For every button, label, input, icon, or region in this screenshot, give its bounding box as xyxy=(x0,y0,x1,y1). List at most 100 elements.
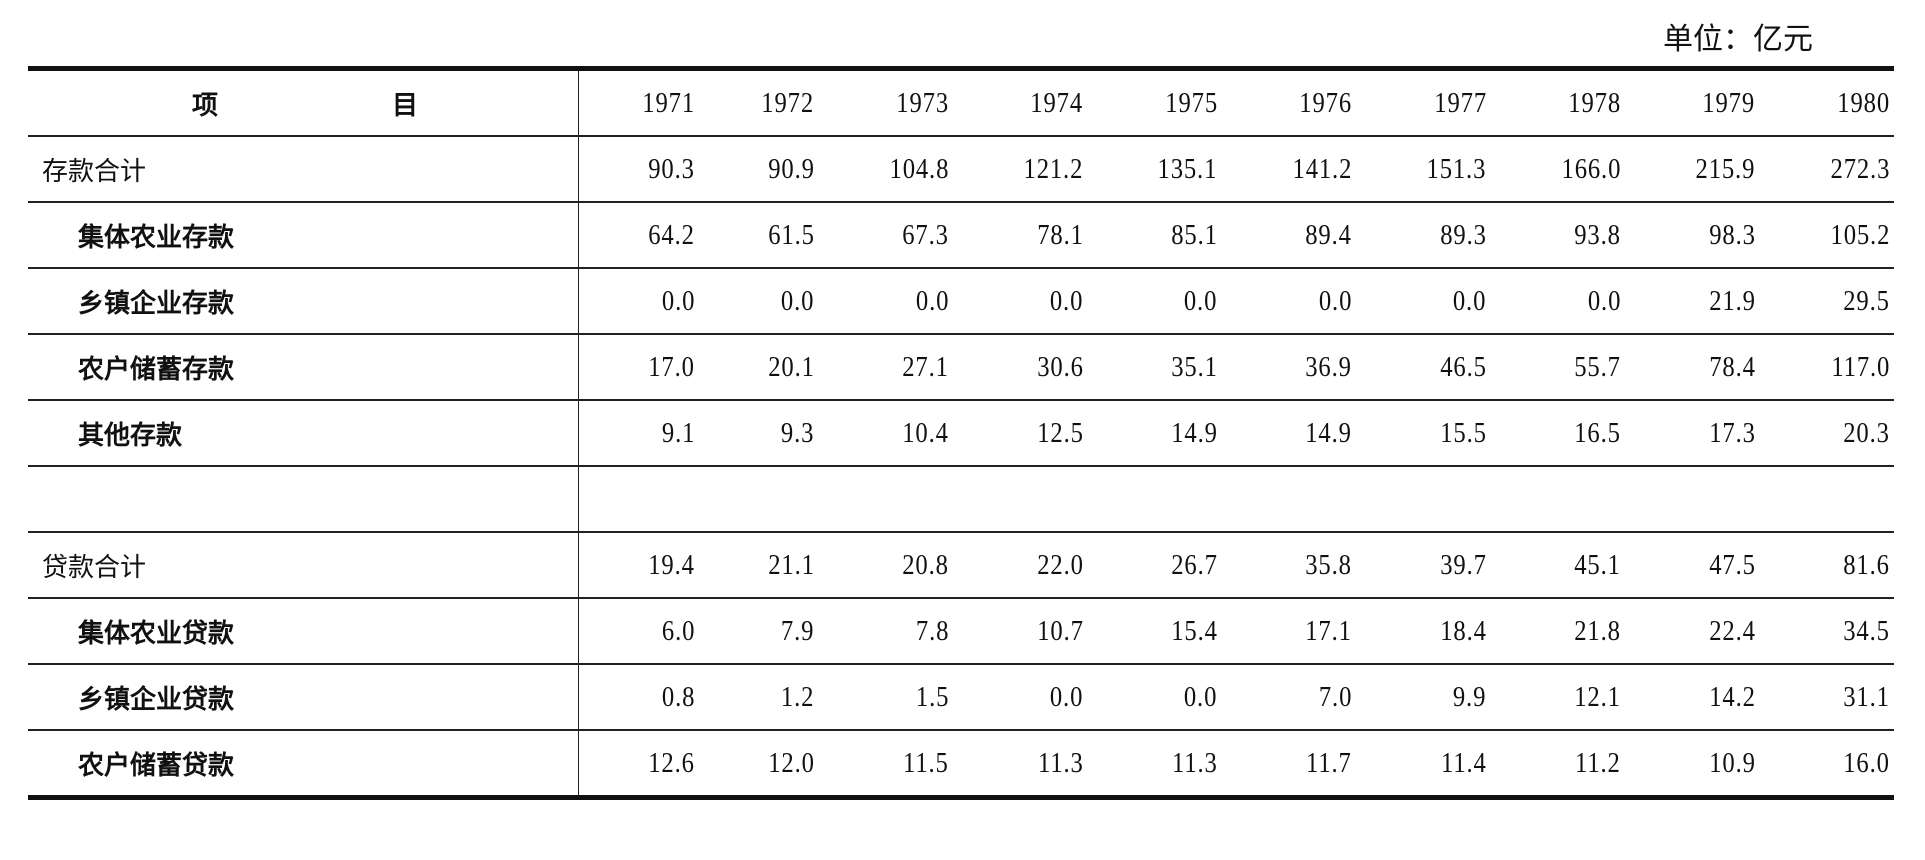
table-cell: 1.2 xyxy=(698,664,819,731)
table-cell: 16.5 xyxy=(1490,400,1626,467)
table-cell: 11.2 xyxy=(1575,746,1622,779)
year-header: 1978 xyxy=(1490,68,1626,137)
table-cell: 18.4 xyxy=(1356,598,1491,665)
table-cell: 29.5 xyxy=(1759,268,1894,335)
table-row: 存款合计 90.3 90.9 104.8 121.2 135.1 141.2 151.3 166… xyxy=(28,136,1894,203)
table-cell: 22.4 xyxy=(1625,598,1760,665)
table-cell: 11.3 xyxy=(1172,746,1218,779)
table-cell: 0.0 xyxy=(1087,268,1222,335)
table-cell: 35.1 xyxy=(1087,334,1222,401)
table-cell: 89.4 xyxy=(1221,202,1357,269)
table-cell: 0.0 xyxy=(1356,268,1491,335)
row-label: 乡镇企业贷款 xyxy=(28,664,579,731)
table-cell xyxy=(578,466,699,533)
table-row xyxy=(28,466,1894,533)
table-cell: 215.9 xyxy=(1625,136,1760,203)
table-cell: 0.0 xyxy=(1087,664,1222,731)
table-cell: 47.5 xyxy=(1625,532,1760,599)
table-cell: 12.5 xyxy=(952,400,1088,467)
table-cell: 0.0 xyxy=(1221,268,1357,335)
table-cell: 10.7 xyxy=(952,598,1088,665)
table-cell: 15.5 xyxy=(1356,400,1491,467)
table-row: 集体农业贷款 6.0 7.9 7.8 10.7 15.4 17.1 18.4 21.8 22.4 3… xyxy=(28,598,1894,665)
table-cell: 89.3 xyxy=(1356,202,1491,269)
table-row: 乡镇企业贷款 0.8 1.2 1.5 0.0 0.0 7.0 9.9 12.1 14.2 31.1 xyxy=(28,664,1894,731)
table-cell: 12.1 xyxy=(1490,664,1626,731)
table-cell: 6.0 xyxy=(578,598,699,665)
table-cell xyxy=(818,466,953,533)
item-header-char: 项 xyxy=(192,90,219,121)
table-cell: 151.3 xyxy=(1356,136,1491,203)
row-label: 集体农业贷款 xyxy=(28,598,579,665)
table-cell: 166.0 xyxy=(1490,136,1626,203)
table-cell: 78.1 xyxy=(952,202,1088,269)
table-cell: 11.5 xyxy=(903,746,949,779)
row-label: 其他存款 xyxy=(28,400,579,467)
table-cell: 81.6 xyxy=(1759,532,1894,599)
table-cell: 31.1 xyxy=(1759,664,1894,731)
item-header-char: 目 xyxy=(391,90,418,121)
table-cell: 22.0 xyxy=(952,532,1088,599)
row-label: 乡镇企业存款 xyxy=(28,268,579,335)
table-cell: 7.0 xyxy=(1221,664,1357,731)
table-cell: 21.8 xyxy=(1490,598,1626,665)
table-cell: 61.5 xyxy=(698,202,819,269)
year-header: 1974 xyxy=(952,68,1088,137)
table-cell: 35.8 xyxy=(1221,532,1357,599)
table-cell: 272.3 xyxy=(1759,136,1894,203)
row-label: 农户储蓄贷款 xyxy=(28,730,579,798)
table-cell: 135.1 xyxy=(1087,136,1222,203)
table-cell: 12.6 xyxy=(648,746,695,779)
row-label: 存款合计 xyxy=(28,136,579,203)
table-row: 农户储蓄存款 17.0 20.1 27.1 30.6 35.1 36.9 46.5 55.7 78… xyxy=(28,334,1894,401)
year-header: 1971 xyxy=(578,68,699,137)
year-header: 1976 xyxy=(1221,68,1357,137)
table-cell: 45.1 xyxy=(1490,532,1626,599)
table-cell: 27.1 xyxy=(818,334,953,401)
table-cell: 30.6 xyxy=(952,334,1088,401)
table-cell: 0.0 xyxy=(578,268,699,335)
table-cell: 20.3 xyxy=(1759,400,1894,467)
table-cell: 10.4 xyxy=(818,400,953,467)
table-cell: 141.2 xyxy=(1221,136,1357,203)
table-cell: 121.2 xyxy=(952,136,1088,203)
table-cell: 105.2 xyxy=(1759,202,1894,269)
table-cell: 9.9 xyxy=(1356,664,1491,731)
table-cell: 14.9 xyxy=(1087,400,1222,467)
table-cell: 0.0 xyxy=(952,268,1088,335)
table-cell: 39.7 xyxy=(1356,532,1491,599)
table-cell: 7.8 xyxy=(818,598,953,665)
table-cell: 67.3 xyxy=(818,202,953,269)
table-cell: 15.4 xyxy=(1087,598,1222,665)
row-label: 贷款合计 xyxy=(28,532,579,599)
table-cell: 1.5 xyxy=(818,664,953,731)
table-cell: 64.2 xyxy=(578,202,699,269)
table-row: 集体农业存款 64.2 61.5 67.3 78.1 85.1 89.4 89.3 93.8 98… xyxy=(28,202,1894,269)
table-cell xyxy=(1759,466,1894,533)
table-cell: 19.4 xyxy=(578,532,699,599)
table-cell: 0.0 xyxy=(1490,268,1626,335)
table-cell: 98.3 xyxy=(1625,202,1760,269)
table-cell: 17.0 xyxy=(578,334,699,401)
data-table: 项目 1971 1972 1973 1974 1975 1976 1977 1978 1979 19… xyxy=(28,66,1894,800)
table-cell: 55.7 xyxy=(1490,334,1626,401)
table-cell: 0.0 xyxy=(952,664,1088,731)
item-header: 项目 xyxy=(28,68,579,137)
table-cell xyxy=(1625,466,1760,533)
year-header: 1975 xyxy=(1087,68,1222,137)
table-cell: 78.4 xyxy=(1625,334,1760,401)
table-cell xyxy=(1087,466,1222,533)
table-cell: 21.1 xyxy=(698,532,819,599)
table-cell: 90.9 xyxy=(698,136,819,203)
table-cell: 26.7 xyxy=(1087,532,1222,599)
table-cell: 117.0 xyxy=(1759,334,1894,401)
table-cell: 93.8 xyxy=(1490,202,1626,269)
table-cell: 7.9 xyxy=(698,598,819,665)
table-cell: 20.8 xyxy=(818,532,953,599)
table-cell: 14.9 xyxy=(1221,400,1357,467)
year-header: 1972 xyxy=(698,68,819,137)
table-cell: 17.1 xyxy=(1221,598,1357,665)
table-row: 其他存款 9.1 9.3 10.4 12.5 14.9 14.9 15.5 16.5 17.3 20… xyxy=(28,400,1894,467)
table-cell: 36.9 xyxy=(1221,334,1357,401)
table-cell xyxy=(1221,466,1357,533)
